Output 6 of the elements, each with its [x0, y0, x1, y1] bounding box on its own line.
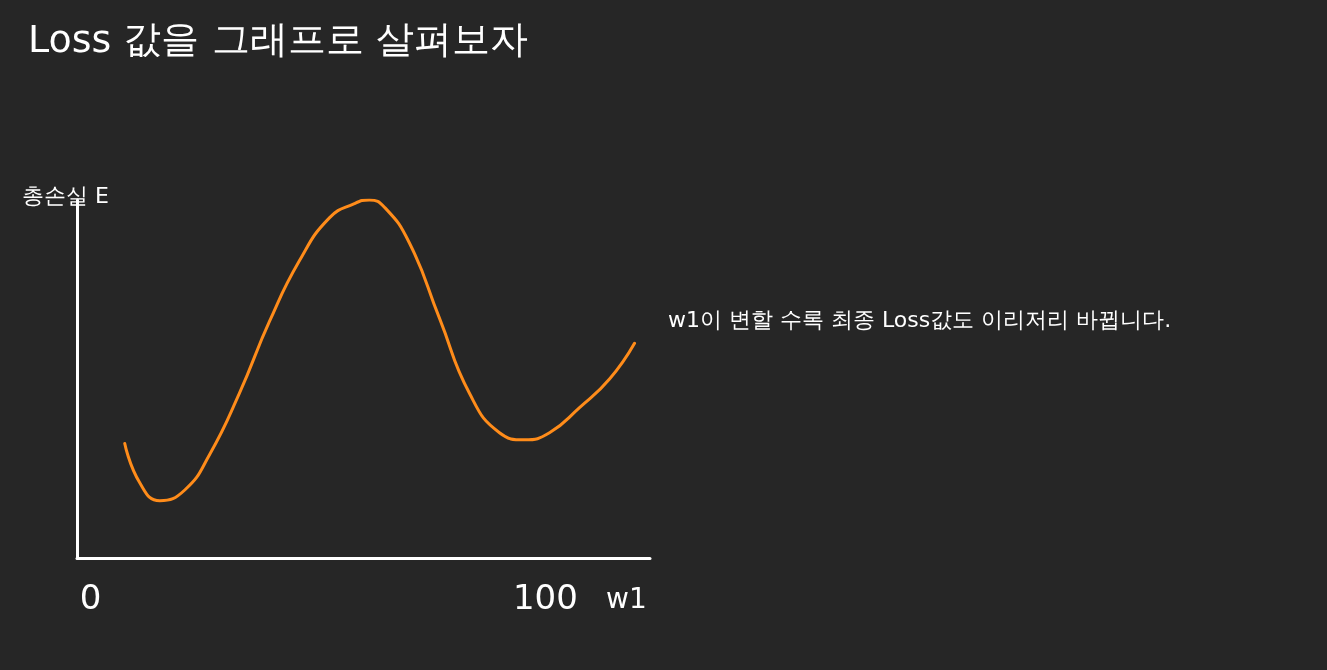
- x-tick-label: 0: [79, 577, 102, 617]
- text: w1이 변할 수록 최종 Loss값도 이리저리 바뀝니다.: [668, 306, 1172, 332]
- x-tick-label: 100: [512, 577, 578, 617]
- y-axis-title: 총손실 E: [22, 182, 109, 208]
- chart-title: Loss 값을 그래프로 살펴보자: [28, 17, 528, 61]
- x-axis-title: w1: [606, 581, 647, 615]
